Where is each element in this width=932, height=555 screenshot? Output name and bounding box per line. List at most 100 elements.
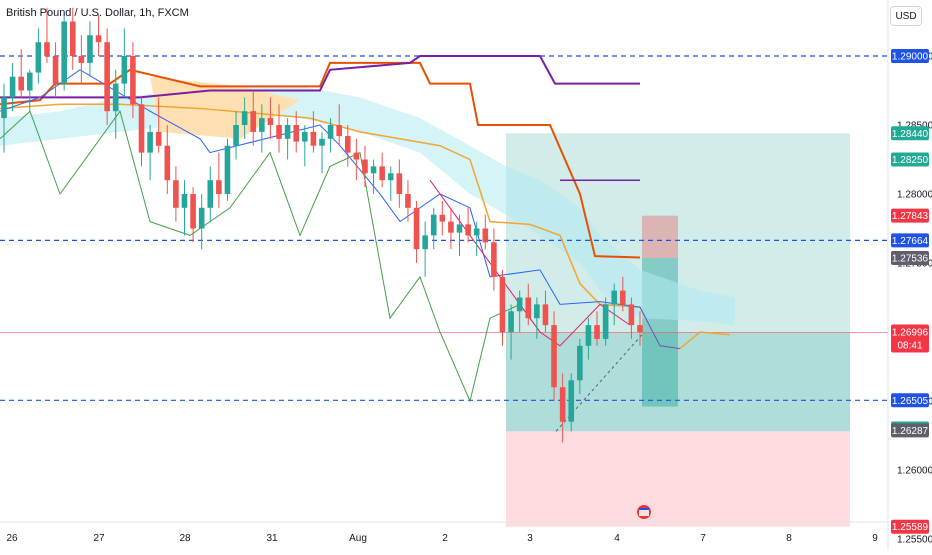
candle[interactable] <box>26 69 33 112</box>
y-tick-5: 1.26000 <box>897 466 932 477</box>
candle[interactable] <box>448 207 454 250</box>
candle[interactable] <box>585 318 592 360</box>
candle[interactable] <box>104 28 110 125</box>
candle[interactable] <box>551 311 557 401</box>
candle[interactable] <box>44 7 50 63</box>
candle[interactable] <box>138 97 145 167</box>
candle[interactable] <box>430 207 437 250</box>
candle[interactable] <box>370 159 377 195</box>
candle[interactable] <box>577 338 583 395</box>
candle[interactable] <box>542 290 549 332</box>
candle-body <box>602 304 609 339</box>
candle[interactable] <box>491 228 497 291</box>
candle[interactable] <box>525 283 532 326</box>
candle[interactable] <box>121 28 128 98</box>
candle[interactable] <box>9 62 16 112</box>
candle[interactable] <box>439 200 446 236</box>
y-tick-6: 1.25500 <box>897 535 932 546</box>
candle[interactable] <box>207 166 214 222</box>
candle-body <box>9 76 16 98</box>
candle[interactable] <box>344 125 351 167</box>
candle[interactable] <box>1 83 7 153</box>
candle-body <box>310 131 317 146</box>
candle[interactable] <box>473 221 480 257</box>
price-tag-5-bg <box>891 251 929 266</box>
candle[interactable] <box>216 152 222 208</box>
cloud-bullish <box>0 86 735 326</box>
candle[interactable] <box>181 180 188 236</box>
candle[interactable] <box>259 104 265 153</box>
candle[interactable] <box>516 290 523 332</box>
candle-body <box>78 56 85 63</box>
candle[interactable] <box>379 152 385 188</box>
candle[interactable] <box>559 373 566 443</box>
candle[interactable] <box>173 166 179 222</box>
candle[interactable] <box>534 297 540 339</box>
candle[interactable] <box>18 49 24 98</box>
candle[interactable] <box>353 138 360 181</box>
candle-body <box>542 304 549 326</box>
candle[interactable] <box>508 304 514 360</box>
candle[interactable] <box>310 111 317 153</box>
candle[interactable] <box>95 14 102 56</box>
candle[interactable] <box>422 221 428 277</box>
candle[interactable] <box>456 214 463 257</box>
candle[interactable] <box>568 373 575 432</box>
candle[interactable] <box>78 35 85 84</box>
candle[interactable] <box>405 180 411 222</box>
candle[interactable] <box>155 97 162 153</box>
candle[interactable] <box>336 104 342 146</box>
candle[interactable] <box>628 297 635 339</box>
candle[interactable] <box>276 104 282 153</box>
candle[interactable] <box>637 311 643 346</box>
candle-body <box>422 235 428 250</box>
price-tag-6-bg <box>891 393 929 408</box>
candle[interactable] <box>250 90 257 146</box>
candle[interactable] <box>302 125 308 167</box>
candle[interactable] <box>465 207 471 243</box>
candle-body <box>559 387 566 422</box>
candle-body <box>259 118 265 132</box>
candle[interactable] <box>198 194 205 250</box>
candle[interactable] <box>611 283 618 326</box>
candle[interactable] <box>319 131 325 174</box>
candle[interactable] <box>482 214 489 250</box>
candle[interactable] <box>594 311 600 346</box>
price-tag-0-bg <box>891 49 929 63</box>
candle[interactable] <box>499 269 506 346</box>
event-flag[interactable] <box>637 505 651 519</box>
candle[interactable] <box>396 159 403 208</box>
candle[interactable] <box>293 111 300 153</box>
x-tick-5: 2 <box>442 533 448 544</box>
candle[interactable] <box>602 297 609 346</box>
candle[interactable] <box>387 166 394 201</box>
current-price-value: 1.26996 <box>892 328 929 339</box>
candle[interactable] <box>241 97 248 139</box>
candle[interactable] <box>233 111 239 160</box>
candle[interactable] <box>130 42 136 119</box>
candle[interactable] <box>69 7 76 70</box>
candle[interactable] <box>267 97 274 139</box>
candle[interactable] <box>620 276 626 312</box>
candle[interactable] <box>413 200 420 263</box>
candle-body <box>516 297 523 312</box>
current-price-tag: 1.26996 08:41 <box>891 324 929 353</box>
candle[interactable] <box>164 125 171 194</box>
candle-body <box>344 136 351 153</box>
candle[interactable] <box>52 42 59 98</box>
candle[interactable] <box>87 21 93 77</box>
candle[interactable] <box>362 145 368 188</box>
candle[interactable] <box>190 187 196 243</box>
candle-body <box>387 173 394 181</box>
candle[interactable] <box>224 138 231 201</box>
candle-body <box>276 125 282 139</box>
y-tick-2: 1.28000 <box>897 190 932 201</box>
candle[interactable] <box>112 69 119 139</box>
candle[interactable] <box>327 118 334 153</box>
candle[interactable] <box>61 14 67 91</box>
candle[interactable] <box>147 125 153 181</box>
currency-button[interactable]: USD <box>890 6 922 26</box>
candle[interactable] <box>35 28 42 84</box>
candle[interactable] <box>284 118 291 160</box>
